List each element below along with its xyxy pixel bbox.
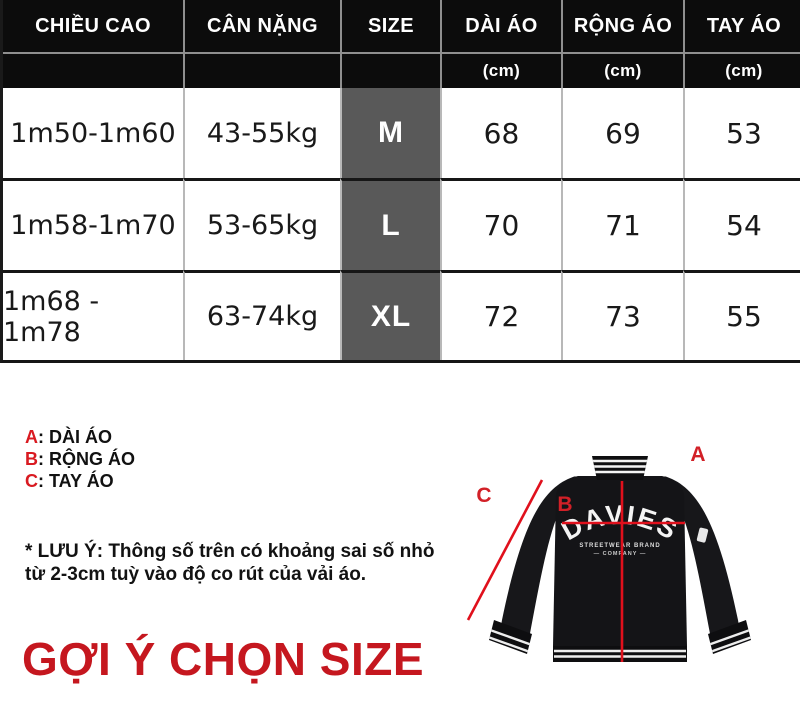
brand-tagline2: — COMPANY — xyxy=(594,551,647,557)
measure-label-c: C xyxy=(476,484,491,507)
cell-weight-0: 43-55kg xyxy=(183,88,340,178)
cell-tay-2: 55 xyxy=(683,270,800,360)
col-header-can-nang: CÂN NẶNG xyxy=(183,0,340,52)
sleeve-patch xyxy=(696,527,709,543)
jacket-illustration: DAVIES STREETWEAR BRAND — COMPANY — A B … xyxy=(466,443,751,662)
measure-label-a: A xyxy=(690,443,705,466)
cell-rong-1: 71 xyxy=(561,178,683,270)
cell-weight-2: 63-74kg xyxy=(183,270,340,360)
legend-letter-c: C xyxy=(25,471,38,491)
cell-dai-2: 72 xyxy=(440,270,561,360)
measure-line-c xyxy=(466,479,544,621)
unit-rong-ao: (cm) xyxy=(561,52,683,88)
unit-dai-ao: (cm) xyxy=(440,52,561,88)
cell-dai-0: 68 xyxy=(440,88,561,178)
cell-size-1: L xyxy=(340,178,440,270)
unit-chieu-cao xyxy=(3,52,183,88)
col-header-dai-ao: DÀI ÁO xyxy=(440,0,561,52)
cell-tay-1: 54 xyxy=(683,178,800,270)
brand-tagline: STREETWEAR BRAND xyxy=(579,543,660,549)
col-header-rong-ao: RỘNG ÁO xyxy=(561,0,683,52)
jacket-diagram: DAVIES STREETWEAR BRAND — COMPANY — A B … xyxy=(440,396,800,716)
col-header-size: SIZE xyxy=(340,0,440,52)
col-header-chieu-cao: CHIỀU CAO xyxy=(3,0,183,52)
legend-label-c: TAY ÁO xyxy=(49,471,114,491)
legend-item-c: C: TAY ÁO xyxy=(25,470,135,492)
jacket-collar xyxy=(592,456,648,480)
jacket-sleeve-left xyxy=(500,476,576,644)
legend-label-b: RỘNG ÁO xyxy=(49,449,136,469)
size-table: CHIỀU CAO CÂN NẶNG SIZE DÀI ÁO RỘNG ÁO T… xyxy=(0,0,800,363)
unit-tay-ao: (cm) xyxy=(683,52,800,88)
jacket-body xyxy=(553,476,687,646)
col-header-tay-ao: TAY ÁO xyxy=(683,0,800,52)
note-line-2: từ 2-3cm tuỳ vào độ co rút của vải áo. xyxy=(25,564,367,585)
note-line-1: * LƯU Ý: Thông số trên có khoảng sai số … xyxy=(25,541,435,562)
legend-letter-a: A xyxy=(25,427,38,447)
cell-tay-0: 53 xyxy=(683,88,800,178)
cell-size-0: M xyxy=(340,88,440,178)
jacket-cuff-left xyxy=(489,620,532,654)
unit-can-nang xyxy=(183,52,340,88)
legend-letter-b: B xyxy=(25,449,38,469)
legend-separator: : xyxy=(38,427,44,447)
jacket-cuff-right xyxy=(708,620,751,654)
jacket-sleeve-right xyxy=(664,476,740,644)
legend-separator: : xyxy=(38,449,44,469)
cell-rong-2: 73 xyxy=(561,270,683,360)
cell-height-1: 1m58-1m70 xyxy=(3,178,183,270)
tolerance-note: * LƯU Ý: Thông số trên có khoảng sai số … xyxy=(25,540,470,586)
legend-label-a: DÀI ÁO xyxy=(49,427,112,447)
cell-height-0: 1m50-1m60 xyxy=(3,88,183,178)
cell-size-2: XL xyxy=(340,270,440,360)
legend-separator: : xyxy=(38,471,44,491)
cell-dai-1: 70 xyxy=(440,178,561,270)
cell-rong-0: 69 xyxy=(561,88,683,178)
cell-height-2: 1m68 - 1m78 xyxy=(3,270,183,360)
cell-weight-1: 53-65kg xyxy=(183,178,340,270)
jacket-hem xyxy=(553,646,687,662)
measurement-legend: A: DÀI ÁO B: RỘNG ÁO C: TAY ÁO xyxy=(25,426,135,492)
unit-size xyxy=(340,52,440,88)
legend-item-b: B: RỘNG ÁO xyxy=(25,448,135,470)
legend-item-a: A: DÀI ÁO xyxy=(25,426,135,448)
measure-label-b: B xyxy=(557,493,572,516)
page-title: GỢI Ý CHỌN SIZE xyxy=(22,633,425,685)
